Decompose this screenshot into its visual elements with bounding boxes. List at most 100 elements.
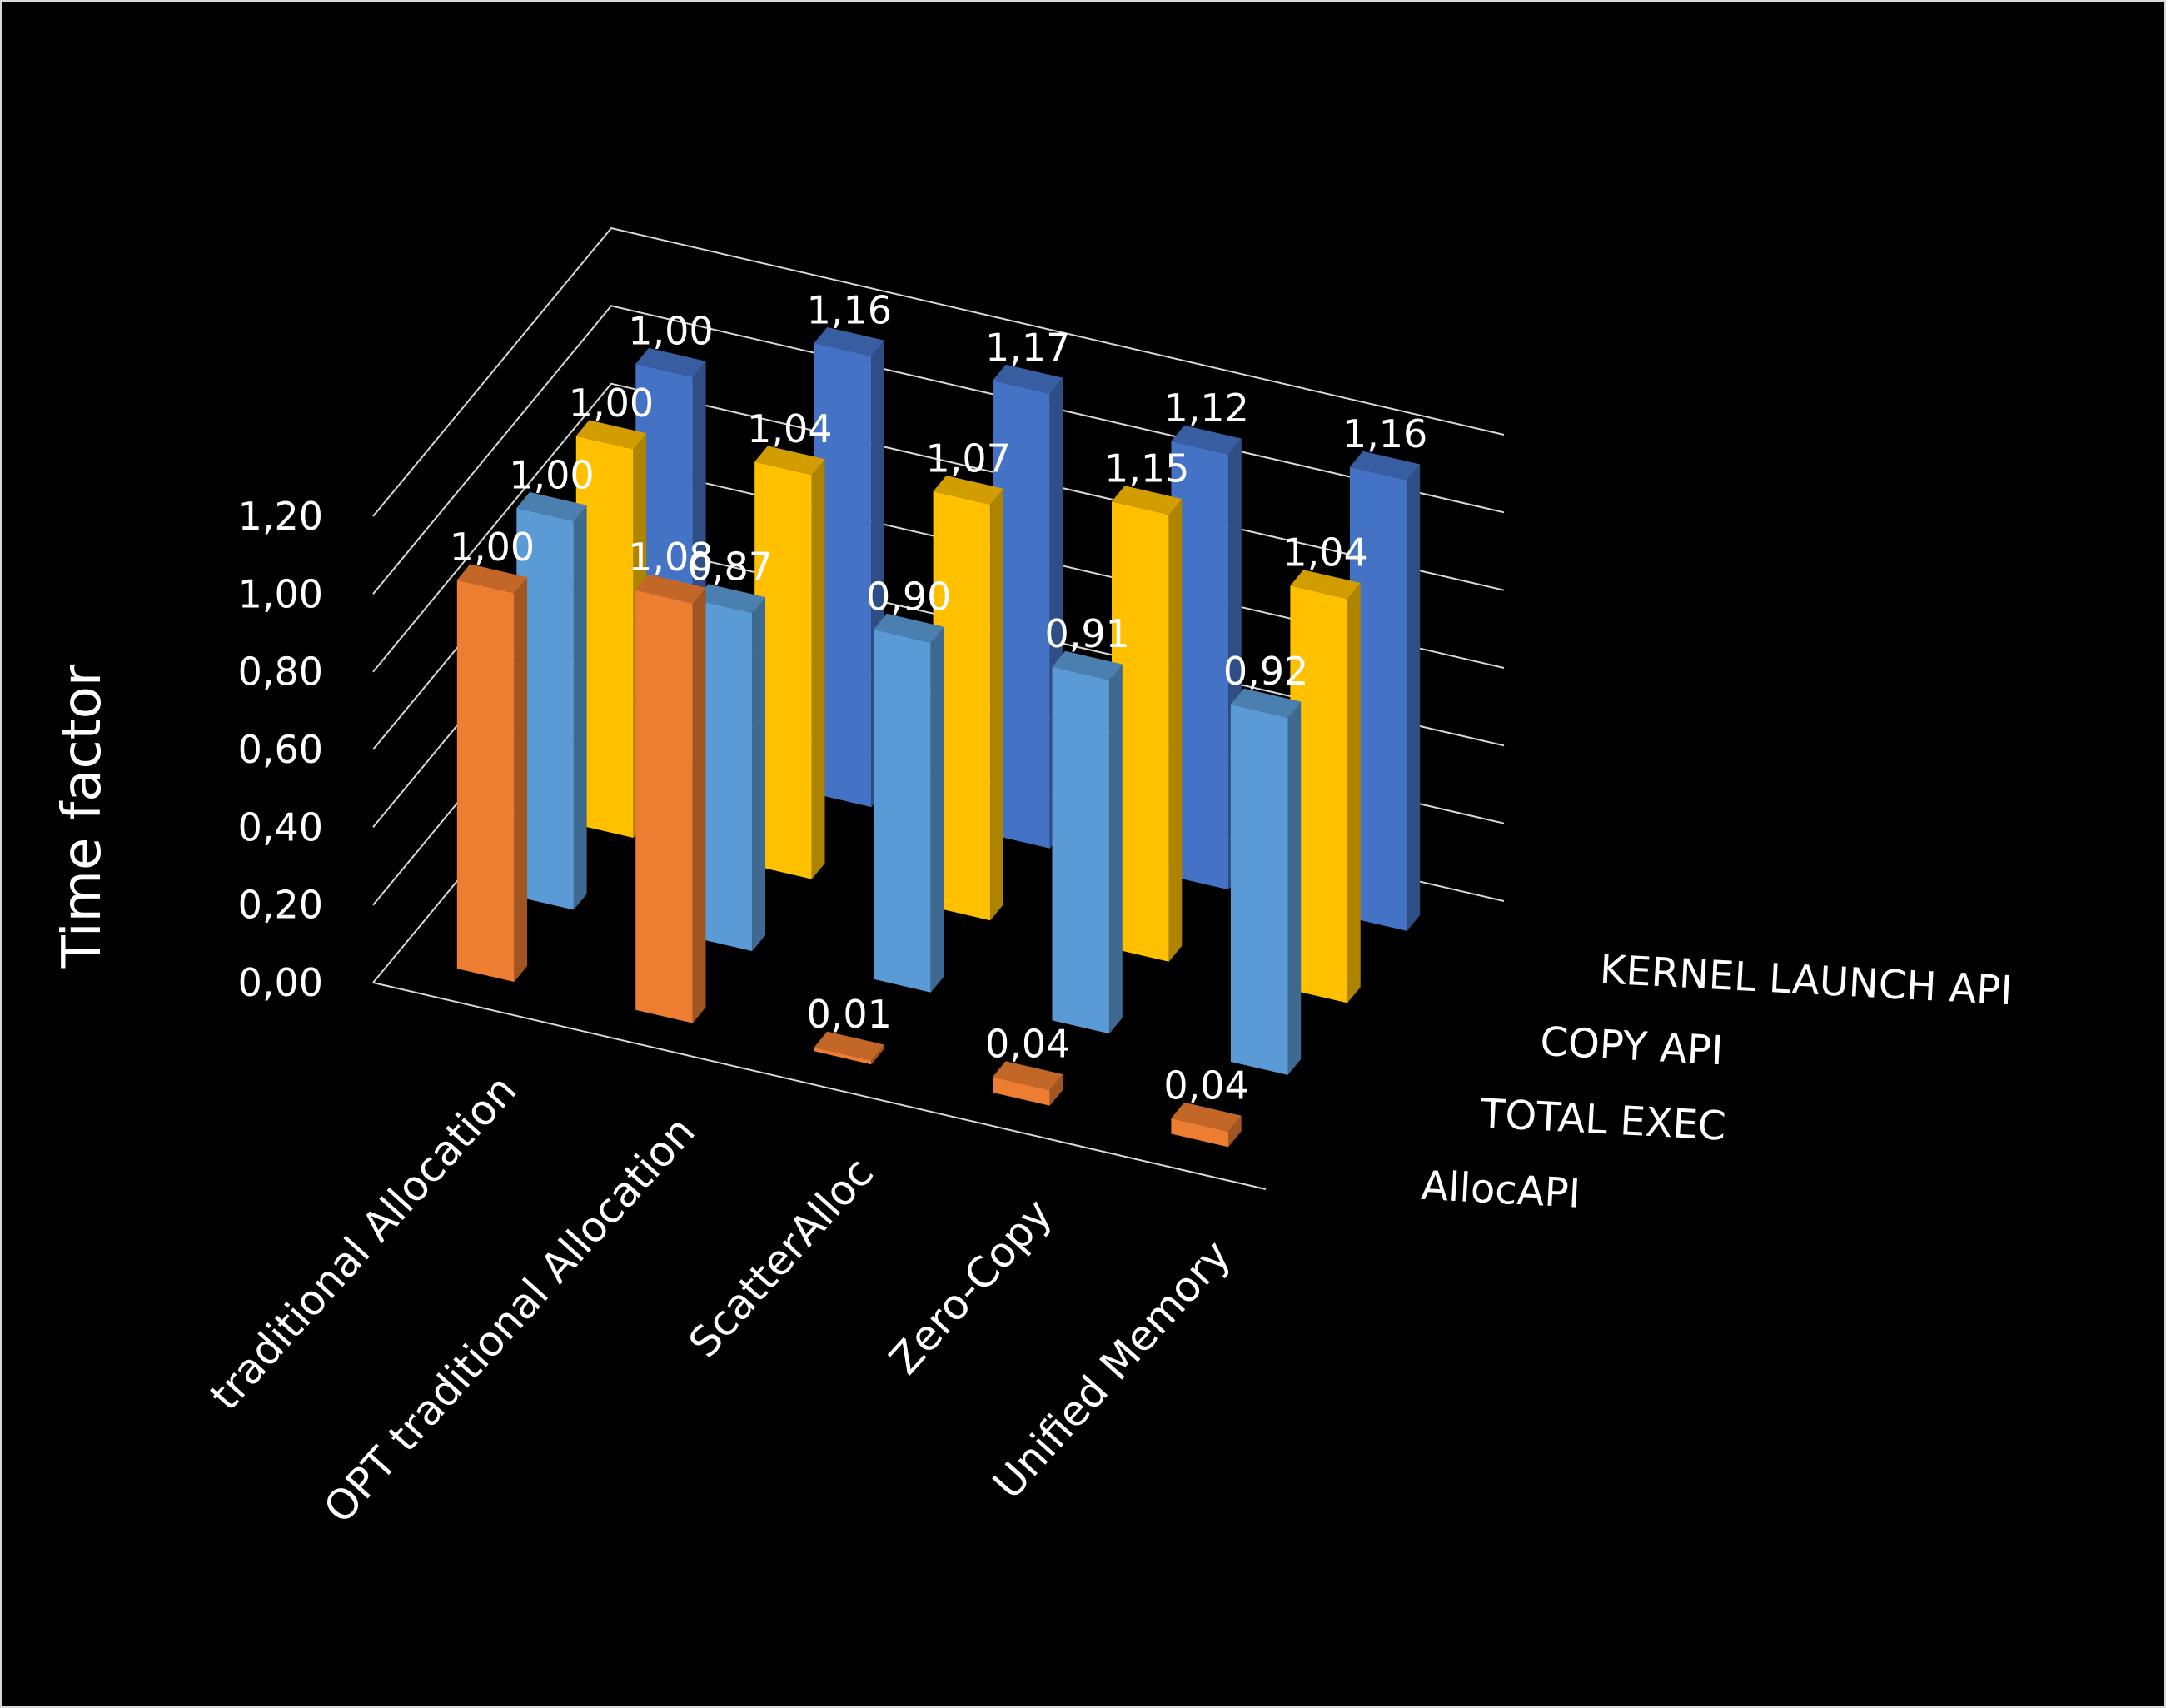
data-label: 0,04: [985, 1022, 1070, 1067]
y-axis-ticks: 0,00 0,20 0,40 0,60 0,80 1,00 1,20: [238, 494, 323, 1005]
category-label: Unified Memory: [983, 1231, 1240, 1508]
bar-top-face: [635, 347, 706, 377]
bar-top-face: [695, 584, 765, 614]
bar-side-face: [752, 597, 765, 952]
bar-side-face: [573, 505, 587, 910]
bars: 1,00 1,16 1,17 1,12 1,16 1,00 1,04 1,07 1,15 1,04…: [450, 287, 1427, 1148]
bar-front-face: [1230, 704, 1288, 1075]
bar-top-face: [575, 420, 647, 450]
data-label: 1,15: [1104, 446, 1189, 491]
bar-front-face: [516, 508, 574, 910]
bar-top-face: [933, 476, 1003, 505]
bar-top-face: [516, 491, 587, 521]
bar-side-face: [1347, 583, 1361, 1003]
bar-top-face: [814, 326, 884, 356]
bar-top-face: [993, 1061, 1063, 1091]
bar-side-face: [990, 488, 1003, 921]
bar-front-face: [1290, 585, 1347, 1003]
data-label: 0,01: [807, 992, 892, 1037]
bar: [993, 1061, 1063, 1106]
bar-front-face: [993, 380, 1050, 849]
bar-top-face: [874, 613, 944, 643]
bar: [754, 446, 825, 879]
bar: [1171, 1102, 1242, 1148]
bar: [456, 564, 528, 982]
bar-front-face: [1052, 666, 1110, 1034]
bar-side-face: [514, 577, 528, 982]
bar-front-face: [1349, 466, 1407, 931]
bar-top-face: [1171, 425, 1242, 455]
bar-top-face: [993, 364, 1063, 394]
data-label: 1,16: [807, 287, 892, 332]
data-label: 0,87: [688, 545, 773, 590]
category-label: ScatterAlloc: [680, 1148, 883, 1367]
category-label: OPT traditional Allocation: [315, 1108, 705, 1533]
bar-front-face: [1112, 501, 1169, 962]
bar-top-face: [635, 574, 706, 604]
bar-front-face: [1171, 441, 1229, 890]
bar-front-face: [575, 436, 634, 838]
data-label: 1,04: [1282, 530, 1367, 575]
data-label: 1,00: [628, 308, 713, 353]
y-tick-label: 0,00: [238, 960, 323, 1005]
bar: [516, 491, 587, 910]
bar-top-face: [1290, 570, 1361, 600]
bar: [1052, 650, 1123, 1034]
bar: [874, 613, 944, 993]
bar-top-face: [1230, 688, 1302, 718]
bar-top-face: [814, 1031, 884, 1061]
category-label: Zero-Copy: [880, 1190, 1062, 1384]
data-label: 1,04: [747, 406, 832, 451]
bar: [1112, 486, 1183, 962]
bar-front-face: [635, 590, 693, 1023]
bar-front-face: [874, 629, 931, 993]
bar-side-face: [930, 626, 944, 993]
data-label: 1,00: [569, 381, 654, 426]
series-label: COPY API: [1539, 1018, 1724, 1074]
bar-top-face: [1349, 451, 1421, 481]
bar-top-face: [1112, 486, 1183, 515]
bar-top-face: [1052, 650, 1123, 680]
data-label: 1,17: [985, 325, 1070, 370]
data-label: 1,12: [1163, 386, 1248, 431]
bar: [1290, 570, 1361, 1003]
y-tick-label: 1,00: [238, 571, 323, 616]
bar: [1230, 688, 1302, 1075]
data-label: 1,00: [450, 525, 535, 570]
y-tick-label: 0,40: [238, 804, 323, 849]
bar-front-face: [933, 491, 991, 921]
bar-side-face: [871, 1044, 884, 1065]
bar: [695, 584, 765, 952]
data-label: 1,16: [1342, 411, 1427, 456]
bar-side-face: [1168, 499, 1183, 962]
bar-front-face: [1171, 1118, 1228, 1148]
bar-front-face: [754, 461, 812, 879]
series-label: TOTAL EXEC: [1479, 1090, 1727, 1149]
bar-side-face: [1109, 664, 1123, 1034]
bar-top-face: [1171, 1102, 1242, 1132]
gridline: [372, 227, 1505, 517]
y-tick-label: 0,60: [238, 727, 323, 772]
y-tick-label: 0,80: [238, 650, 323, 695]
bar: [814, 1031, 884, 1065]
data-label: 1,08: [628, 535, 713, 580]
floor-edge: [372, 982, 1267, 1190]
data-label: 1,07: [926, 436, 1011, 481]
bar: [933, 476, 1003, 921]
data-label: 0,90: [866, 574, 951, 619]
data-label: 0,04: [1163, 1063, 1248, 1108]
y-tick-label: 0,20: [238, 883, 323, 928]
bar-front-face: [814, 342, 872, 808]
data-label: 1,00: [509, 452, 594, 497]
bar-front-face: [456, 580, 515, 982]
bar-side-face: [1287, 701, 1302, 1075]
bar-side-face: [692, 587, 706, 1023]
bar-side-face: [811, 459, 825, 879]
bar-front-face: [993, 1077, 1050, 1106]
y-axis-title: Time factor: [52, 664, 113, 969]
bar-front-face: [695, 600, 753, 952]
bar-side-face: [1228, 1115, 1242, 1148]
